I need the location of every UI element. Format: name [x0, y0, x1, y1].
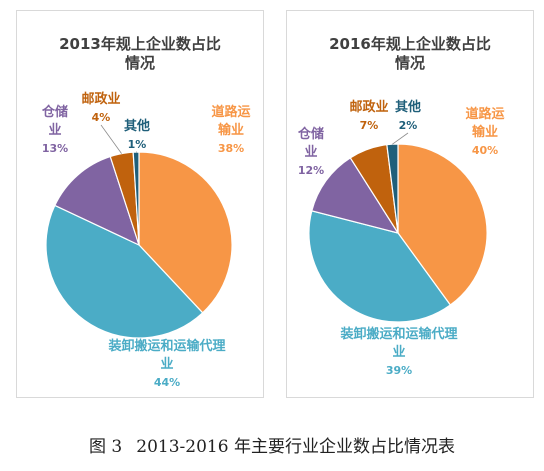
- slice-label: 邮政业 7%: [349, 99, 388, 132]
- slice-percent-label: 7%: [360, 119, 379, 132]
- figure-caption-text: 2013-2016 年主要行业企业数占比情况表: [136, 437, 455, 457]
- slice-label: 邮政业 4%: [81, 91, 120, 124]
- slice-percent-label: 40%: [472, 144, 498, 157]
- slice-category-label: 道路运: [211, 104, 250, 120]
- slice-percent-label: 39%: [386, 364, 412, 377]
- pie-slice: [311, 157, 400, 234]
- chart-panel-2016: 2016年规上企业数占比 情况 道路运 输业 40% 装卸搬运和运输代理业 39% 仓储业…: [286, 10, 534, 398]
- slice-category-label: 装卸搬运和运输代理: [339, 326, 457, 342]
- slice-percent-label: 13%: [42, 142, 68, 155]
- pie-slice: [132, 151, 140, 246]
- slice-category-label: 业: [160, 356, 173, 372]
- slice-category-label: 其他: [124, 118, 150, 134]
- slice-category-label: 业: [392, 344, 405, 360]
- slice-percent-label: 38%: [218, 142, 244, 155]
- figure-caption: 图 3 2013-2016 年主要行业企业数占比情况表: [0, 432, 544, 457]
- slice-percent-label: 44%: [154, 376, 180, 389]
- chart-title-line: 情况: [124, 54, 155, 72]
- slice-category-label: 其他: [395, 99, 421, 115]
- chart-title-line: 2013年规上企业数占比: [59, 35, 221, 53]
- chart-title: 2013年规上企业数占比 情况: [17, 35, 263, 73]
- leader-line: [392, 132, 409, 145]
- slice-percent-label: 12%: [298, 164, 324, 177]
- slice-percent-label: 1%: [128, 138, 147, 151]
- pie-slice: [138, 151, 233, 314]
- slice-category-label: 业: [304, 144, 317, 160]
- pie-slice: [54, 155, 140, 247]
- slice-label: 其他 1%: [124, 118, 150, 151]
- slice-label: 仓储业 13%: [41, 104, 68, 155]
- slice-label: 仓储业 12%: [297, 126, 324, 177]
- figure-number: 图 3: [89, 437, 123, 457]
- leader-line: [100, 124, 122, 154]
- slice-category-label: 邮政业: [349, 99, 388, 115]
- chart-title: 2016年规上企业数占比 情况: [287, 35, 533, 73]
- chart-panel-2013: 2013年规上企业数占比 情况 道路运 输业 38% 装卸搬运和运输代理业 44% 仓储业…: [16, 10, 264, 398]
- slice-category-label: 装卸搬运和运输代理: [107, 338, 225, 354]
- slice-category-label: 邮政业: [81, 91, 120, 107]
- slice-category-label: 仓储: [297, 126, 324, 142]
- pie-slice: [45, 204, 204, 339]
- chart-title-line: 情况: [394, 54, 425, 72]
- slice-label: 其他 2%: [395, 99, 421, 132]
- slice-category-label: 输业: [218, 122, 244, 138]
- slice-category-label: 仓储: [41, 104, 68, 120]
- slice-category-label: 业: [48, 122, 61, 138]
- chart-title-line: 2016年规上企业数占比: [329, 35, 491, 53]
- slice-percent-label: 4%: [92, 111, 111, 124]
- slice-category-label: 输业: [472, 124, 498, 140]
- pie-slice: [397, 143, 488, 306]
- slice-category-label: 道路运: [465, 106, 504, 122]
- slice-percent-label: 2%: [399, 119, 418, 132]
- pie-slice: [308, 210, 452, 323]
